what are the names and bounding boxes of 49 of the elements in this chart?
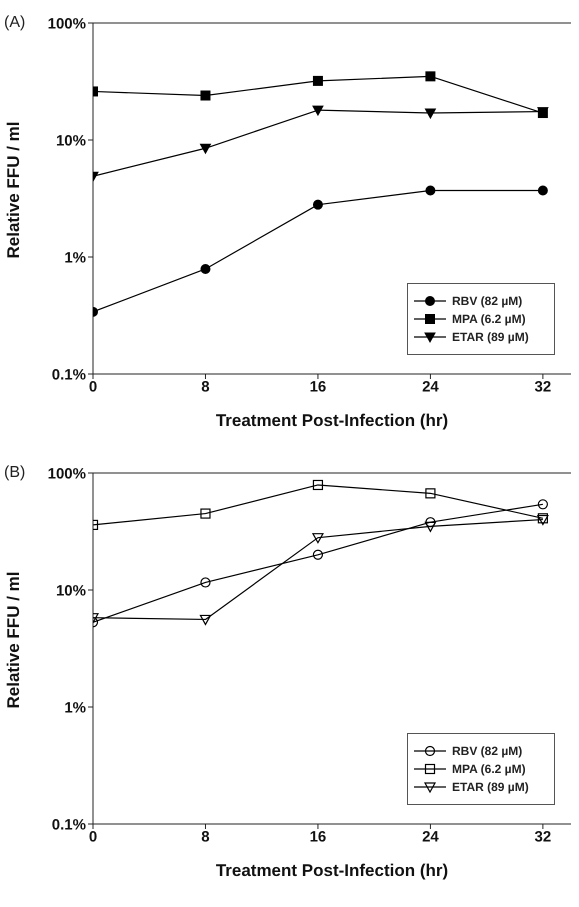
y-tick-label: 100% bbox=[48, 15, 86, 32]
y-tick-label: 10% bbox=[56, 582, 86, 600]
y-tick-label: 100% bbox=[48, 465, 86, 482]
x-tick-label: 16 bbox=[310, 828, 326, 846]
point bbox=[424, 522, 436, 532]
chart-title: (A) bbox=[4, 14, 26, 32]
x-axis-title: Treatment Post-Infection (hr) bbox=[216, 861, 448, 880]
x-tick-label: 24 bbox=[422, 378, 440, 396]
legend-label: ETAR (89 µM) bbox=[452, 330, 529, 344]
point bbox=[538, 499, 548, 510]
point bbox=[425, 186, 436, 196]
y-tick-label: 1% bbox=[64, 249, 86, 266]
x-tick-label: 0 bbox=[88, 828, 98, 846]
y-axis-title: Relative FFU / ml bbox=[4, 572, 24, 708]
point bbox=[200, 144, 211, 154]
legend-label: MPA (6.2 µM) bbox=[452, 762, 526, 776]
legend-label: RBV (82 µM) bbox=[452, 744, 522, 758]
point bbox=[312, 106, 324, 116]
point bbox=[312, 200, 323, 210]
chart-title: (B) bbox=[4, 464, 26, 482]
legend-label: MPA (6.2 µM) bbox=[452, 312, 526, 326]
point bbox=[200, 90, 210, 101]
point bbox=[200, 508, 211, 519]
point bbox=[200, 614, 212, 626]
x-tick-label: 24 bbox=[422, 828, 440, 846]
point bbox=[425, 488, 436, 498]
y-tick-label: 0.1% bbox=[52, 366, 86, 384]
x-tick-label: 8 bbox=[201, 378, 210, 396]
y-axis-title: Relative FFU / ml bbox=[4, 122, 24, 258]
point bbox=[312, 76, 323, 86]
x-tick-label: 8 bbox=[201, 828, 210, 846]
legend-label: RBV (82 µM) bbox=[452, 294, 522, 308]
x-axis-title: Treatment Post-Infection (hr) bbox=[216, 411, 448, 430]
point bbox=[424, 108, 436, 119]
x-tick-label: 32 bbox=[534, 378, 552, 396]
y-tick-label: 0.1% bbox=[52, 816, 86, 834]
x-tick-label: 0 bbox=[88, 378, 98, 396]
legend-label: ETAR (89 µM) bbox=[452, 780, 529, 794]
point bbox=[425, 71, 436, 82]
point bbox=[312, 480, 324, 490]
point bbox=[312, 533, 324, 544]
point bbox=[200, 264, 210, 274]
x-tick-label: 16 bbox=[310, 378, 326, 396]
y-tick-label: 10% bbox=[56, 132, 86, 150]
point bbox=[312, 550, 324, 560]
y-tick-label: 1% bbox=[64, 699, 86, 716]
point bbox=[200, 577, 211, 588]
point bbox=[538, 186, 548, 196]
x-tick-label: 32 bbox=[534, 828, 552, 846]
